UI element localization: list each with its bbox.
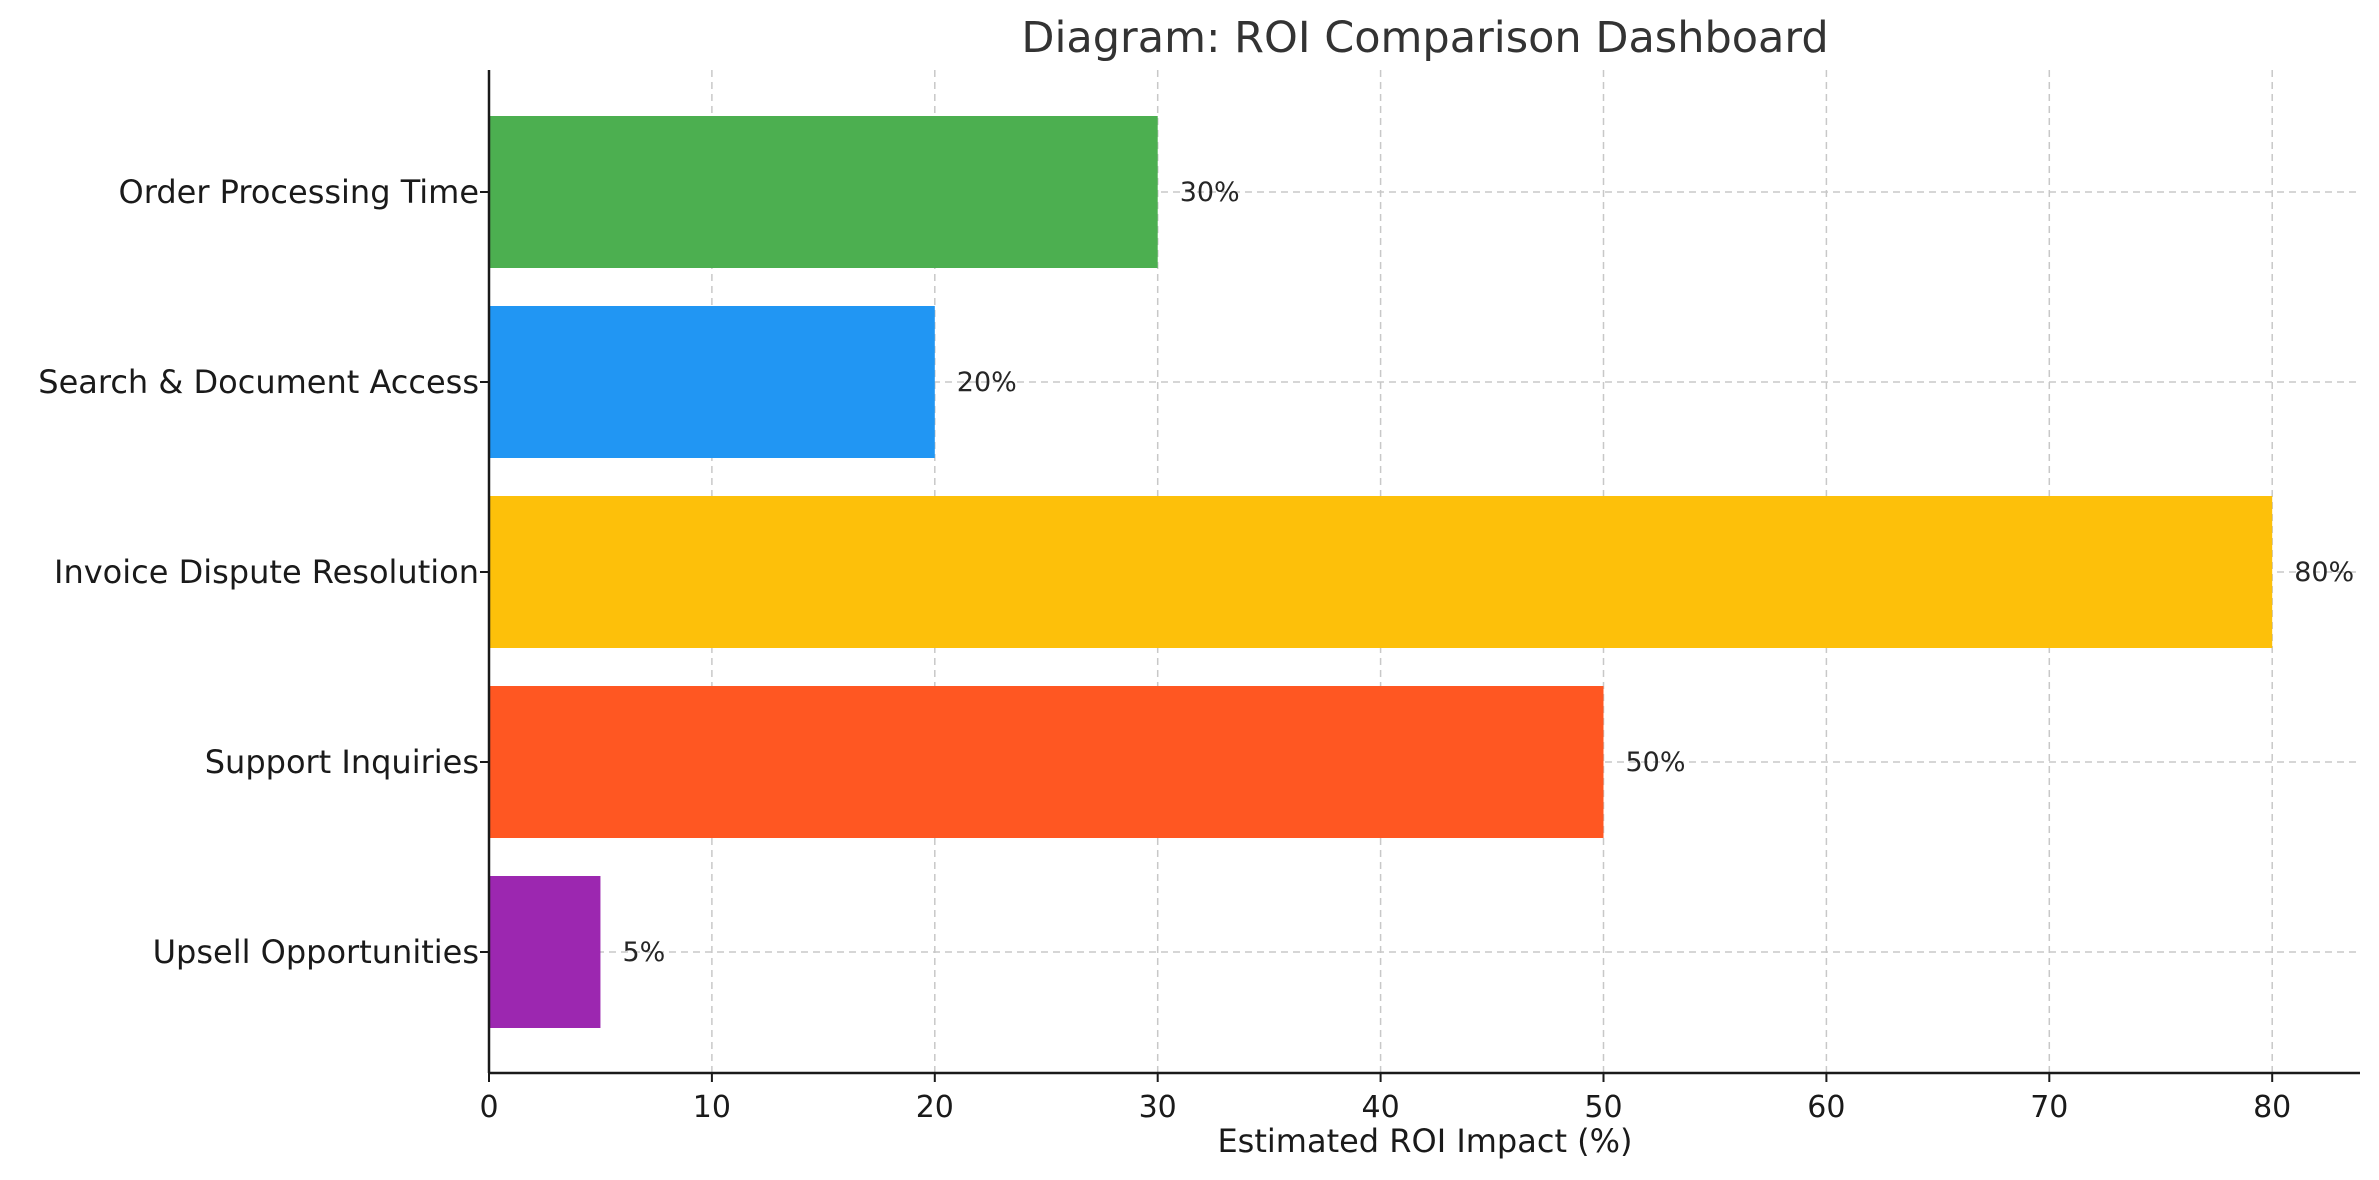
- value-label: 20%: [957, 367, 1017, 398]
- x-tick-label: 80: [2253, 1090, 2291, 1125]
- category-label: Invoice Dispute Resolution: [54, 553, 479, 591]
- x-tick-label: 0: [479, 1090, 498, 1125]
- bar: [489, 306, 935, 458]
- axes-layer: [480, 70, 2360, 1082]
- value-label: 80%: [2294, 557, 2354, 588]
- x-tick-label: 20: [916, 1090, 954, 1125]
- x-tick-label: 10: [693, 1090, 731, 1125]
- bar: [489, 496, 2273, 648]
- x-tick-label: 40: [1362, 1090, 1400, 1125]
- category-label: Search & Document Access: [38, 363, 479, 401]
- x-tick-label: 60: [1807, 1090, 1845, 1125]
- bar: [489, 686, 1604, 838]
- x-tick-label: 50: [1584, 1090, 1622, 1125]
- x-tick-label: 30: [1139, 1090, 1177, 1125]
- labels-layer: Order Processing Time 30% Search & Documen…: [38, 173, 2354, 1125]
- value-label: 30%: [1180, 177, 1240, 208]
- category-label: Order Processing Time: [119, 173, 479, 211]
- x-axis-title: Estimated ROI Impact (%): [1217, 1122, 1632, 1160]
- bar: [489, 116, 1158, 268]
- category-label: Support Inquiries: [205, 743, 479, 781]
- bar: [489, 876, 601, 1028]
- chart-title: Diagram: ROI Comparison Dashboard: [1021, 13, 1828, 63]
- category-label: Upsell Opportunities: [153, 933, 479, 971]
- x-tick-label: 70: [2030, 1090, 2068, 1125]
- value-label: 50%: [1626, 747, 1686, 778]
- value-label: 5%: [622, 937, 665, 968]
- bars-layer: [489, 116, 2273, 1028]
